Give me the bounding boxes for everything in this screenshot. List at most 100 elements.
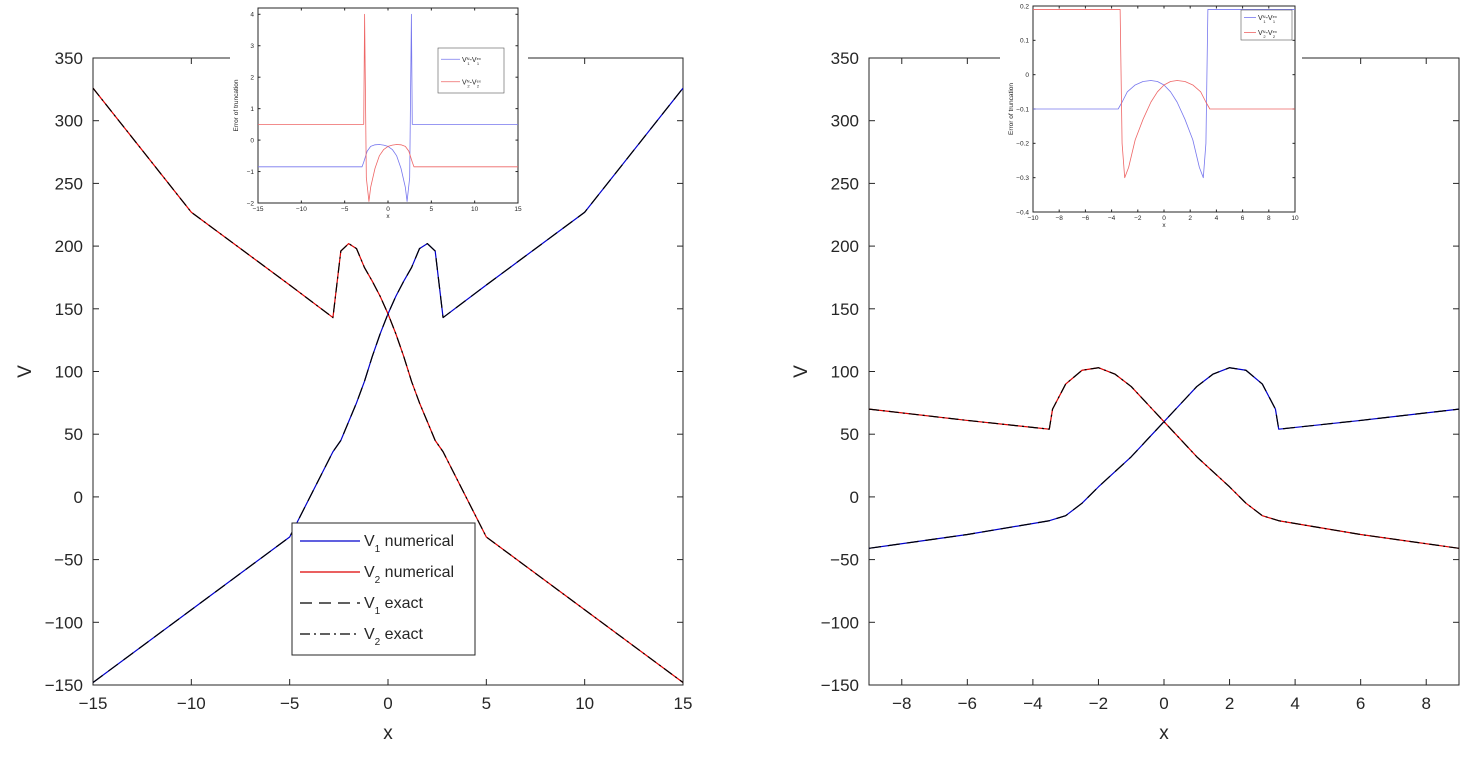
y-tick-label: 200 [831, 237, 859, 256]
x-tick-label: −8 [892, 694, 911, 713]
left-inset-series-2 [258, 13, 518, 202]
x-tick-label: −10 [296, 206, 307, 213]
y-tick-label: 0 [74, 488, 83, 507]
legend-label: V2 numerical [364, 564, 454, 586]
y-tick-label: 200 [55, 237, 83, 256]
y-tick-label: −150 [821, 676, 859, 695]
x-tick-label: 5 [482, 694, 491, 713]
x-tick-label: 10 [575, 694, 594, 713]
left-inset-axes-box [257, 7, 519, 204]
main-legend-box [291, 522, 476, 656]
y-tick-label: 0 [1025, 72, 1029, 79]
x-tick-label: 8 [1421, 694, 1430, 713]
x-tick-label: 15 [514, 206, 522, 213]
main-legend: V1 numerical V2 numerical V1 exact V2 exact [291, 522, 476, 656]
y-tick-label: 300 [831, 112, 859, 131]
y-tick-label: 350 [831, 49, 859, 68]
x-tick-label: 10 [471, 206, 479, 213]
x-tick-label: 0 [386, 206, 390, 213]
y-tick-label: 250 [55, 174, 83, 193]
y-tick-label: −50 [830, 551, 859, 570]
x-tick-label: 5 [430, 206, 434, 213]
x-tick-label: −15 [252, 206, 263, 213]
x-tick-label: 0 [1162, 215, 1166, 222]
left-inset-legend: VN 1-Vex 1 VN 2-Vex 2 [437, 47, 505, 94]
y-tick-label: 300 [55, 112, 83, 131]
right-inset-y-axis-label: Error of truncation [1008, 83, 1015, 135]
right-main-series-4 [869, 367, 1459, 549]
y-tick-label: −100 [45, 613, 83, 632]
right-inset-legend: VN 1-Vex 1 VN 2-Vex 2 [1240, 9, 1293, 41]
y-tick-label: −150 [45, 676, 83, 695]
y-tick-label: −0.1 [1016, 106, 1029, 113]
legend-label: V1 numerical [364, 533, 454, 555]
x-tick-label: −10 [1027, 215, 1038, 222]
x-tick-label: −5 [341, 206, 349, 213]
legend-label: VN 2-Vex 2 [1258, 29, 1277, 39]
right-inset-series-2 [1033, 9, 1295, 179]
y-tick-label: 4 [250, 12, 254, 19]
legend-label: VN 1-Vex 1 [1258, 14, 1277, 24]
x-tick-label: 6 [1241, 215, 1245, 222]
x-tick-label: −10 [177, 694, 206, 713]
x-tick-label: 0 [383, 694, 392, 713]
x-tick-label: 15 [674, 694, 693, 713]
right-main-y-axis-label: V [791, 365, 812, 378]
y-tick-label: 150 [55, 300, 83, 319]
right-inset-chart: −10 −8 −6 −4 −2 0 2 4 6 8 10 −0.4 −0.3 −0.2 −0.1 0 0.1 0.… [1008, 3, 1299, 229]
y-tick-label: −50 [54, 551, 83, 570]
y-tick-label: 2 [250, 74, 254, 81]
left-main-y-axis-label: V [15, 365, 36, 378]
x-tick-label: 4 [1290, 694, 1299, 713]
x-tick-label: −5 [280, 694, 299, 713]
x-tick-label: −6 [958, 694, 977, 713]
y-tick-label: −2 [247, 200, 255, 207]
left-main-series-4 [93, 87, 683, 683]
y-tick-label: 0.2 [1020, 3, 1029, 10]
x-tick-label: −2 [1134, 215, 1142, 222]
x-tick-label: 10 [1291, 215, 1299, 222]
x-tick-label: −4 [1023, 694, 1042, 713]
right-main-x-axis-label: x [1159, 723, 1169, 744]
y-tick-label: 50 [840, 425, 859, 444]
left-inset-legend-box [437, 47, 505, 94]
y-tick-label: 0 [850, 488, 859, 507]
x-tick-label: 2 [1225, 694, 1234, 713]
x-tick-label: −15 [79, 694, 108, 713]
y-tick-label: −0.3 [1016, 175, 1029, 182]
y-tick-label: 0.1 [1020, 38, 1029, 45]
y-tick-label: 100 [831, 363, 859, 382]
y-tick-label: 3 [250, 43, 254, 50]
x-tick-label: 0 [1159, 694, 1168, 713]
y-tick-label: −1 [247, 169, 255, 176]
y-tick-label: 100 [55, 363, 83, 382]
left-main-series-3 [93, 87, 683, 683]
left-inset-series-1 [258, 13, 518, 202]
left-inset-x-axis-label: x [386, 213, 390, 220]
y-tick-label: 250 [831, 174, 859, 193]
legend-label: V2 exact [364, 626, 423, 648]
x-tick-label: 4 [1215, 215, 1219, 222]
x-tick-label: 6 [1356, 694, 1365, 713]
x-tick-label: −2 [1089, 694, 1108, 713]
right-inset-x-axis-label: x [1162, 222, 1166, 229]
x-tick-label: −4 [1108, 215, 1116, 222]
y-tick-label: 1 [250, 106, 254, 113]
left-main-x-axis-label: x [383, 723, 393, 744]
y-tick-label: 50 [64, 425, 83, 444]
x-tick-label: 2 [1188, 215, 1192, 222]
x-tick-label: 8 [1267, 215, 1271, 222]
right-inset-series-1 [1033, 9, 1295, 179]
y-tick-label: −100 [821, 613, 859, 632]
legend-label: V1 exact [364, 595, 423, 617]
left-inset-y-axis-label: Error of truncation [233, 79, 240, 131]
legend-label: VN 2-Vex 2 [462, 78, 481, 88]
y-tick-label: 0 [250, 137, 254, 144]
x-tick-label: −8 [1055, 215, 1063, 222]
legend-label: VN 1-Vex 1 [462, 55, 481, 65]
y-tick-label: −0.2 [1016, 141, 1029, 148]
y-tick-label: −0.4 [1016, 209, 1029, 216]
y-tick-label: 150 [831, 300, 859, 319]
